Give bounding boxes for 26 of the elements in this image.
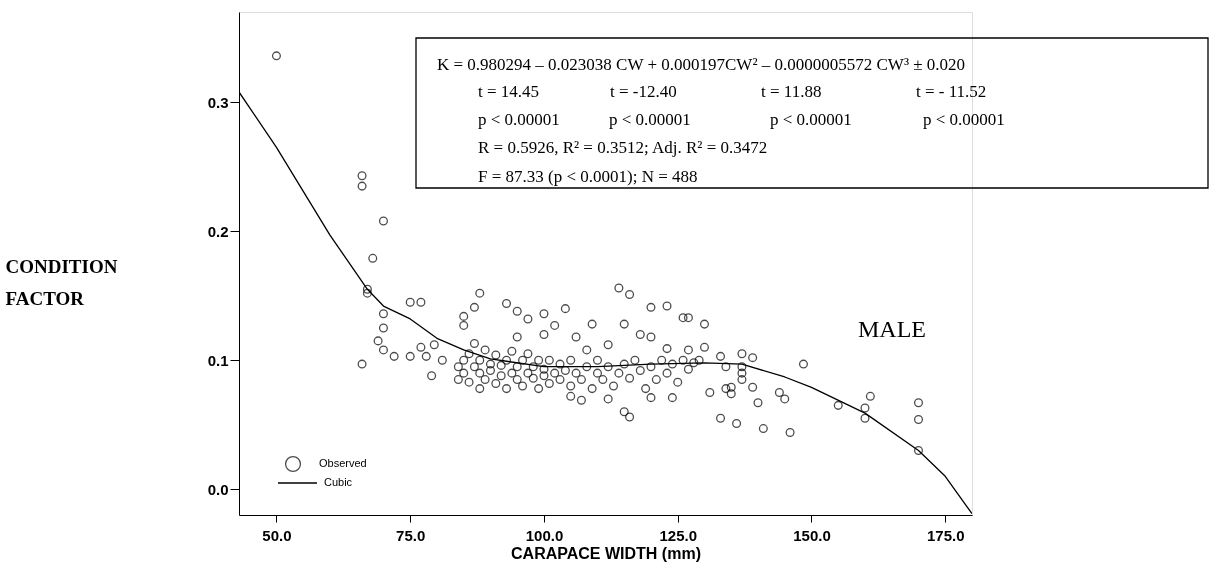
y-tick-label: 0.3	[207, 93, 229, 111]
annotation: p < 0.00001	[609, 110, 691, 129]
annotation: p < 0.00001	[770, 110, 852, 129]
annotation: F = 87.33 (p < 0.0001); N = 488	[478, 167, 698, 186]
y-tick-label: 0.0	[207, 480, 229, 498]
annotation: t = - 11.52	[916, 82, 987, 101]
legend-label: Observed	[319, 457, 367, 469]
x-tick-label: 175.0	[926, 526, 965, 544]
annotation: K = 0.980294 – 0.023038 CW + 0.000197CW² – 0.0000005572 CW³ ± 0.020	[437, 55, 966, 74]
x-tick-label: 50.0	[262, 526, 292, 544]
annotation: R = 0.5926, R² = 0.3512; Adj. R² = 0.3472	[478, 138, 768, 157]
x-tick-label: 75.0	[396, 526, 426, 544]
annotation: t = -12.40	[610, 82, 677, 101]
annotation: p < 0.00001	[478, 110, 560, 129]
annotation: MALE	[858, 316, 926, 342]
y-axis-title: CONDITION FACTOR	[5, 255, 118, 309]
annotation: p < 0.00001	[923, 110, 1005, 129]
annotation: t = 14.45	[478, 82, 540, 101]
y-tick-label: 0.2	[207, 222, 229, 240]
x-axis-title: CARAPACE WIDTH (mm)	[511, 544, 701, 562]
x-tick-label: 100.0	[525, 526, 564, 544]
y-tick-label: 0.1	[207, 351, 229, 369]
x-tick-label: 150.0	[793, 526, 831, 544]
annotation: t = 11.88	[761, 82, 822, 101]
legend-label: Cubic	[324, 476, 353, 488]
x-tick-label: 125.0	[659, 526, 697, 544]
